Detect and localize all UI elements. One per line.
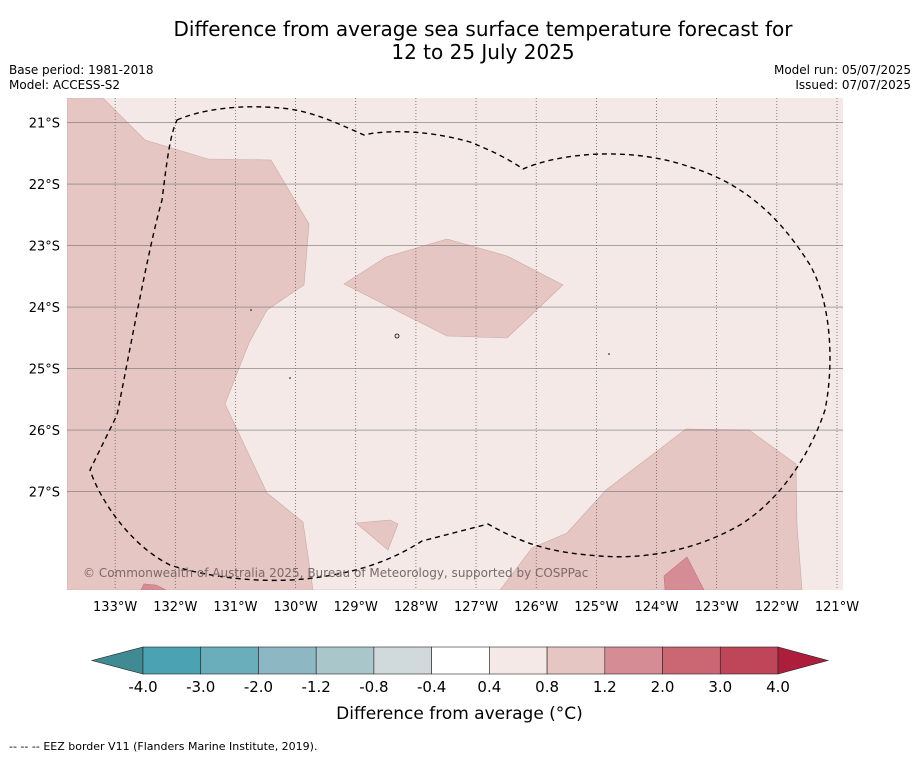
latitude-tick-label: 22°S xyxy=(29,178,60,193)
eez-border-line xyxy=(89,106,831,582)
longitude-tick-label: 132°W xyxy=(153,600,197,615)
eez-legend: -- -- -- EEZ border V11 (Flanders Marine… xyxy=(9,740,317,753)
colorbar-tick-label: 0.8 xyxy=(535,678,559,696)
colorbar-tick-label: 3.0 xyxy=(708,678,732,696)
colorbar-segment xyxy=(489,646,548,675)
colorbar-segment xyxy=(315,646,375,675)
colorbar-segment xyxy=(200,646,259,675)
model-name: Model: ACCESS-S2 xyxy=(9,78,121,92)
longitude-tick-label: 125°W xyxy=(574,600,618,615)
colorbar-tick-label: 0.4 xyxy=(477,678,501,696)
map-panel: © Commonwealth of Australia 2025, Bureau… xyxy=(29,98,859,615)
latitude-tick-label: 25°S xyxy=(29,363,60,378)
colorbar: -4.0 -3.0 -2.0 -1.2 -0.8 -0.4 0.4 0.8 1.2 2.0 3.0 4… xyxy=(90,646,830,696)
latitude-tick-label: 24°S xyxy=(29,301,60,316)
title-line-1: Difference from average sea surface temp… xyxy=(173,17,793,41)
colorbar-tick-label: 1.2 xyxy=(593,678,617,696)
anomaly-region-warm-southeast xyxy=(663,556,705,590)
longitude-tick-label: 131°W xyxy=(213,600,257,615)
colorbar-tick-label: 4.0 xyxy=(766,678,790,696)
copyright-notice: © Commonwealth of Australia 2025, Bureau… xyxy=(83,566,588,580)
colorbar-tick-label: -3.0 xyxy=(186,678,215,696)
colorbar-title: Difference from average (°C) xyxy=(336,704,583,724)
colorbar-tick-label: -4.0 xyxy=(128,678,157,696)
longitude-tick-label: 133°W xyxy=(93,600,137,615)
latitude-tick-label: 27°S xyxy=(29,486,60,501)
island-marker xyxy=(289,377,291,379)
metadata-left: Base period: 1981-2018 Model: ACCESS-S2 xyxy=(9,63,154,93)
metadata-right: Model run: 05/07/2025 Issued: 07/07/2025 xyxy=(774,63,911,93)
model-run: Model run: 05/07/2025 xyxy=(773,63,911,77)
title-line-2: 12 to 25 July 2025 xyxy=(391,40,575,64)
longitude-tick-label: 122°W xyxy=(755,600,799,615)
colorbar-tick-label: -1.2 xyxy=(302,678,331,696)
longitude-tick-label: 130°W xyxy=(274,600,318,615)
colorbar-segment xyxy=(662,646,721,675)
island-marker xyxy=(608,353,610,355)
colorbar-segment xyxy=(604,646,663,675)
latitude-labels: 21°S 22°S 23°S 24°S 25°S 26°S 27°S xyxy=(29,117,60,501)
graticule xyxy=(67,98,843,590)
colorbar-segment xyxy=(142,646,202,675)
longitude-tick-label: 129°W xyxy=(334,600,378,615)
colorbar-segment xyxy=(373,646,432,675)
eez-legend-symbol: -- -- -- xyxy=(9,740,40,753)
colorbar-segment xyxy=(546,646,606,675)
longitude-labels: 133°W 132°W 131°W 130°W 129°W 128°W 127°W 126°W… xyxy=(93,600,859,615)
anomaly-region-central xyxy=(343,238,564,339)
eez-legend-text: EEZ border V11 (Flanders Marine Institut… xyxy=(43,740,318,753)
colorbar-extend-low xyxy=(90,646,144,675)
latitude-tick-label: 23°S xyxy=(29,240,60,255)
longitude-tick-label: 127°W xyxy=(454,600,498,615)
anomaly-region-warm-southwest xyxy=(140,583,167,590)
longitude-tick-label: 121°W xyxy=(815,600,859,615)
anomaly-region-small xyxy=(355,519,399,551)
latitude-tick-label: 26°S xyxy=(29,424,60,439)
colorbar-tick-label: -0.8 xyxy=(359,678,388,696)
colorbar-tick-label: 2.0 xyxy=(651,678,675,696)
map-title: Difference from average sea surface temp… xyxy=(0,18,919,64)
colorbar-tick-label: -2.0 xyxy=(244,678,273,696)
longitude-tick-label: 126°W xyxy=(514,600,558,615)
colorbar-segment xyxy=(719,646,779,675)
island-marker xyxy=(250,309,252,311)
colorbar-tick-label: -0.4 xyxy=(417,678,446,696)
colorbar-segment xyxy=(258,646,317,675)
longitude-tick-label: 123°W xyxy=(695,600,739,615)
island-marker xyxy=(394,333,400,339)
colorbar-segment xyxy=(431,646,490,675)
base-period: Base period: 1981-2018 xyxy=(9,63,154,77)
colorbar-extend-high xyxy=(777,646,830,675)
anomaly-region-west xyxy=(67,98,314,590)
longitude-tick-label: 128°W xyxy=(394,600,438,615)
issued-date: Issued: 07/07/2025 xyxy=(795,78,911,92)
longitude-tick-label: 124°W xyxy=(634,600,678,615)
latitude-tick-label: 21°S xyxy=(29,117,60,132)
